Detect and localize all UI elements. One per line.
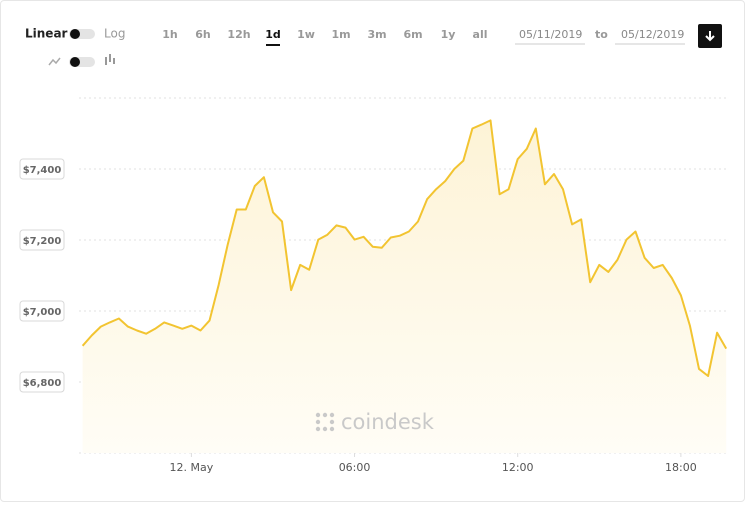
y-tick-label: $6,800 xyxy=(23,378,62,389)
y-tick-box xyxy=(19,371,65,393)
price-line xyxy=(81,119,728,377)
y-tick-box xyxy=(19,300,65,322)
linear-label[interactable]: Linear xyxy=(25,27,68,41)
x-tick-label: 12:00 xyxy=(502,461,534,474)
x-tick-label: 18:00 xyxy=(665,461,697,474)
y-tick-label: $7,200 xyxy=(23,236,62,247)
range-button[interactable]: 3m xyxy=(367,28,386,41)
range-button[interactable]: 1h xyxy=(162,28,178,41)
range-buttons: 1h 6h 12h 1d 1w 1m 3m 6m 1y all xyxy=(162,28,488,46)
type-toggle-knob[interactable] xyxy=(70,57,80,67)
range-button[interactable]: 12h xyxy=(227,28,250,41)
range-button[interactable]: 1d xyxy=(265,28,281,41)
range-button[interactable]: 6h xyxy=(195,28,211,41)
x-tick-label: 06:00 xyxy=(339,461,371,474)
range-button[interactable]: 1m xyxy=(331,28,350,41)
range-button[interactable]: all xyxy=(473,28,488,41)
log-label[interactable]: Log xyxy=(104,27,125,41)
y-tick-box xyxy=(19,229,65,251)
area-fill xyxy=(82,120,727,454)
watermark: coindesk xyxy=(341,410,435,434)
x-tick-label: 12. May xyxy=(170,461,214,474)
date-separator: to xyxy=(595,28,608,41)
y-tick-box xyxy=(19,158,65,180)
y-tick-label: $7,400 xyxy=(23,165,62,176)
bar-icon[interactable] xyxy=(105,54,115,65)
download-button[interactable] xyxy=(698,24,722,48)
watermark-logo xyxy=(315,412,335,432)
range-button[interactable]: 6m xyxy=(403,28,422,41)
line-icon[interactable] xyxy=(48,57,61,66)
date-from[interactable]: 05/11/2019 xyxy=(519,28,582,41)
range-button[interactable]: 1w xyxy=(297,28,315,41)
plot-area: $6,800 $7,000 $7,200 $7,400 12. May 06:00 12:0… xyxy=(19,97,728,474)
range-button[interactable]: 1y xyxy=(441,28,456,41)
y-tick-label: $7,000 xyxy=(23,307,62,318)
scale-toggle-knob[interactable] xyxy=(70,29,80,39)
date-to[interactable]: 05/12/2019 xyxy=(621,28,684,41)
